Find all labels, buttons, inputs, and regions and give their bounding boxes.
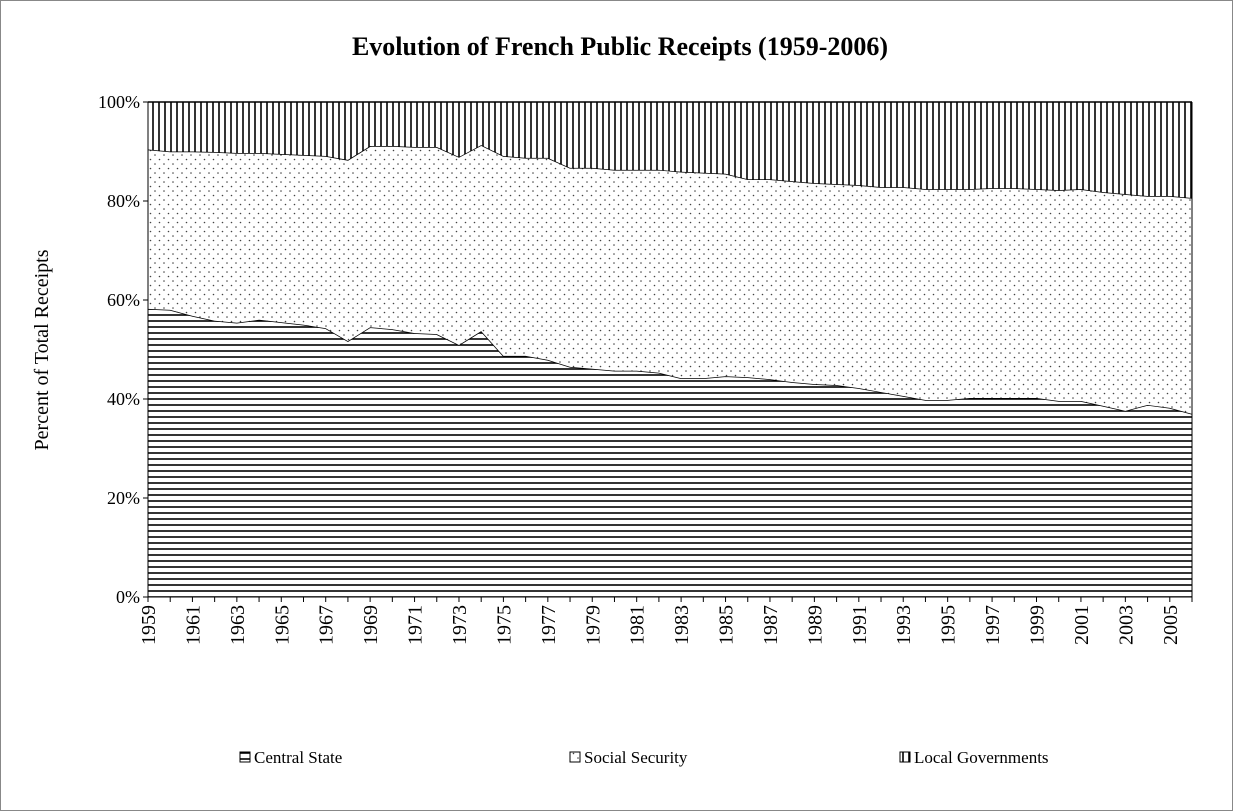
x-tick-label: 1989 bbox=[804, 605, 826, 645]
x-tick-label: 1981 bbox=[627, 605, 649, 645]
x-tick-label: 2005 bbox=[1160, 605, 1182, 645]
area bbox=[148, 308, 1192, 597]
x-tick-label: 1971 bbox=[405, 605, 427, 645]
x-tick-label: 2003 bbox=[1115, 605, 1137, 645]
x-tick-label: 1999 bbox=[1027, 605, 1049, 645]
x-tick-label: 1977 bbox=[538, 605, 560, 645]
x-tick-label: 1975 bbox=[493, 605, 515, 645]
x-tick-label: 1991 bbox=[849, 605, 871, 645]
y-tick-label: 80% bbox=[107, 191, 140, 211]
x-tick-label: 1963 bbox=[227, 605, 249, 645]
y-tick-label: 20% bbox=[107, 488, 140, 508]
x-tick-label: 1959 bbox=[138, 605, 160, 645]
y-tick-label: 100% bbox=[98, 92, 140, 112]
x-tick-label: 1987 bbox=[760, 605, 782, 645]
legend-swatch bbox=[569, 751, 581, 763]
legend-swatch bbox=[239, 751, 251, 763]
x-tick-label: 1993 bbox=[893, 605, 915, 645]
legend-swatch bbox=[899, 751, 911, 763]
y-tick-label: 60% bbox=[107, 290, 140, 310]
x-tick-label: 2001 bbox=[1071, 605, 1093, 645]
area bbox=[148, 145, 1192, 414]
x-tick-label: 1969 bbox=[360, 605, 382, 645]
chart-title: Evolution of French Public Receipts (195… bbox=[352, 32, 888, 61]
y-tick-label: 40% bbox=[107, 389, 140, 409]
y-axis-label: Percent of Total Receipts bbox=[31, 249, 53, 450]
x-tick-label: 1985 bbox=[716, 605, 738, 645]
x-tick-label: 1967 bbox=[316, 605, 338, 645]
x-tick-label: 1973 bbox=[449, 605, 471, 645]
x-tick-label: 1965 bbox=[271, 605, 293, 645]
x-tick-label: 1997 bbox=[982, 605, 1004, 645]
area bbox=[148, 102, 1192, 199]
x-tick-label: 1995 bbox=[938, 605, 960, 645]
x-tick-label: 1961 bbox=[182, 605, 204, 645]
legend-label: Social Security bbox=[584, 748, 688, 767]
y-tick-label: 0% bbox=[116, 587, 140, 607]
legend-label: Local Governments bbox=[914, 748, 1049, 767]
x-tick-label: 1979 bbox=[582, 605, 604, 645]
legend-label: Central State bbox=[254, 748, 342, 767]
x-tick-label: 1983 bbox=[671, 605, 693, 645]
